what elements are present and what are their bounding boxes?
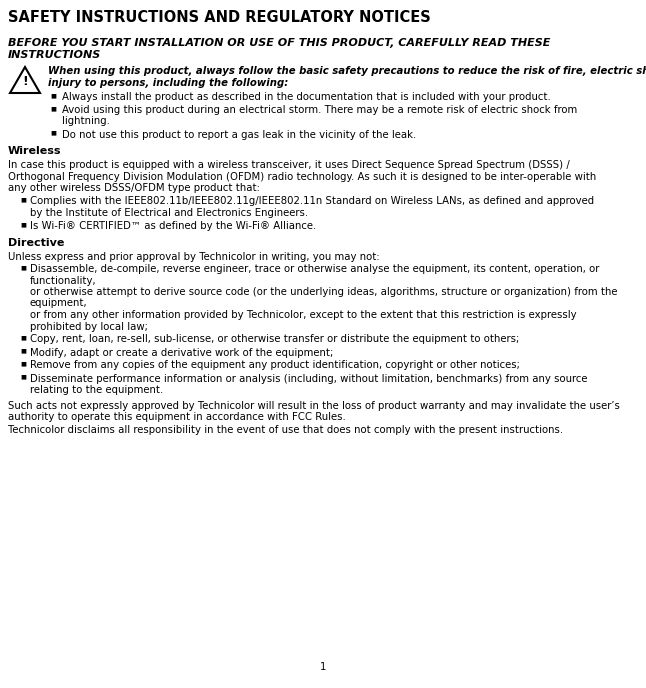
Text: !: !	[22, 75, 28, 88]
Text: Disseminate performance information or analysis (including, without limitation, : Disseminate performance information or a…	[30, 374, 587, 383]
Text: Is Wi-Fi® CERTIFIED™ as defined by the Wi-Fi® Alliance.: Is Wi-Fi® CERTIFIED™ as defined by the W…	[30, 221, 317, 231]
Text: relating to the equipment.: relating to the equipment.	[30, 385, 163, 395]
Text: ■: ■	[20, 374, 26, 380]
Text: 1: 1	[320, 662, 326, 672]
Text: by the Institute of Electrical and Electronics Engineers.: by the Institute of Electrical and Elect…	[30, 208, 308, 218]
Text: Such acts not expressly approved by Technicolor will result in the loss of produ: Such acts not expressly approved by Tech…	[8, 401, 620, 411]
Text: prohibited by local law;: prohibited by local law;	[30, 321, 148, 332]
Text: any other wireless DSSS/OFDM type product that:: any other wireless DSSS/OFDM type produc…	[8, 183, 260, 193]
Text: equipment,: equipment,	[30, 299, 88, 308]
Text: Copy, rent, loan, re-sell, sub-license, or otherwise transfer or distribute the : Copy, rent, loan, re-sell, sub-license, …	[30, 334, 519, 345]
Text: ■: ■	[50, 106, 56, 111]
Text: ■: ■	[20, 361, 26, 367]
Text: ■: ■	[20, 349, 26, 354]
Text: Technicolor disclaims all responsibility in the event of use that does not compl: Technicolor disclaims all responsibility…	[8, 425, 563, 435]
Text: or from any other information provided by Technicolor, except to the extent that: or from any other information provided b…	[30, 310, 577, 320]
Text: Directive: Directive	[8, 238, 65, 248]
Text: INSTRUCTIONS: INSTRUCTIONS	[8, 50, 101, 61]
Text: ■: ■	[20, 197, 26, 202]
Text: Wireless: Wireless	[8, 147, 61, 156]
Text: In case this product is equipped with a wireless transceiver, it uses Direct Seq: In case this product is equipped with a …	[8, 160, 570, 170]
Text: Remove from any copies of the equipment any product identification, copyright or: Remove from any copies of the equipment …	[30, 361, 520, 371]
Text: Modify, adapt or create a derivative work of the equipment;: Modify, adapt or create a derivative wor…	[30, 347, 333, 358]
Text: Avoid using this product during an electrical storm. There may be a remote risk : Avoid using this product during an elect…	[62, 105, 578, 115]
Text: Disassemble, de-compile, reverse engineer, trace or otherwise analyse the equipm: Disassemble, de-compile, reverse enginee…	[30, 264, 599, 274]
Text: Do not use this product to report a gas leak in the vicinity of the leak.: Do not use this product to report a gas …	[62, 129, 416, 140]
Text: Unless express and prior approval by Technicolor in writing, you may not:: Unless express and prior approval by Tec…	[8, 252, 380, 261]
Text: authority to operate this equipment in accordance with FCC Rules.: authority to operate this equipment in a…	[8, 413, 346, 422]
Text: BEFORE YOU START INSTALLATION OR USE OF THIS PRODUCT, CAREFULLY READ THESE: BEFORE YOU START INSTALLATION OR USE OF …	[8, 38, 550, 48]
Text: SAFETY INSTRUCTIONS AND REGULATORY NOTICES: SAFETY INSTRUCTIONS AND REGULATORY NOTIC…	[8, 10, 431, 25]
Text: injury to persons, including the following:: injury to persons, including the followi…	[48, 78, 288, 87]
Text: Complies with the IEEE802.11b/IEEE802.11g/IEEE802.11n Standard on Wireless LANs,: Complies with the IEEE802.11b/IEEE802.11…	[30, 197, 594, 206]
Text: ■: ■	[50, 93, 56, 98]
Text: lightning.: lightning.	[62, 116, 110, 127]
Text: or otherwise attempt to derive source code (or the underlying ideas, algorithms,: or otherwise attempt to derive source co…	[30, 287, 618, 297]
Text: Orthogonal Frequency Division Modulation (OFDM) radio technology. As such it is : Orthogonal Frequency Division Modulation…	[8, 171, 596, 182]
Text: ■: ■	[20, 265, 26, 270]
Text: When using this product, always follow the basic safety precautions to reduce th: When using this product, always follow t…	[48, 66, 646, 76]
Text: Always install the product as described in the documentation that is included wi: Always install the product as described …	[62, 92, 551, 102]
Text: ■: ■	[20, 336, 26, 341]
Text: ■: ■	[20, 222, 26, 227]
Text: ■: ■	[50, 131, 56, 136]
Text: functionality,: functionality,	[30, 275, 97, 286]
